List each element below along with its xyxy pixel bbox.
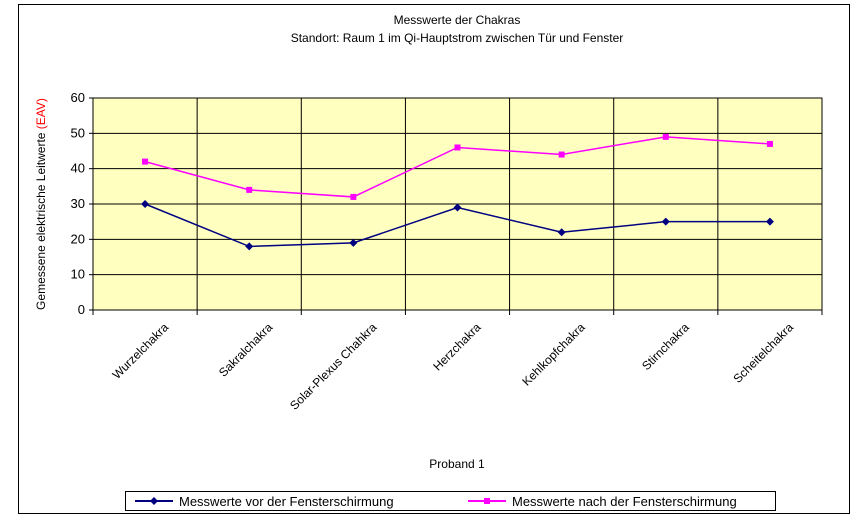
- x-axis-label: Proband 1: [429, 457, 485, 471]
- marker: [350, 193, 357, 200]
- marker: [246, 186, 253, 193]
- marker: [557, 228, 566, 237]
- y-axis-label-unit: (EAV): [34, 98, 48, 129]
- y-tick-label: 0: [78, 302, 85, 317]
- marker: [766, 140, 773, 147]
- marker: [245, 242, 254, 251]
- y-axis-label: Gemessene elektrische Leitwerte (EAV): [34, 98, 48, 310]
- legend: [125, 491, 776, 511]
- chart-subtitle: Standort: Raum 1 im Qi-Hauptstrom zwisch…: [291, 31, 624, 45]
- legend-label: Messwerte nach der Fensterschirmung: [512, 494, 737, 509]
- marker: [661, 217, 670, 226]
- legend-marker: [150, 497, 158, 505]
- y-tick-label: 20: [71, 231, 85, 246]
- y-tick-label: 50: [71, 125, 85, 140]
- marker: [453, 203, 462, 212]
- chart-title: Messwerte der Chakras: [394, 13, 521, 27]
- marker: [765, 217, 774, 226]
- marker: [558, 151, 565, 158]
- y-tick-label: 60: [71, 90, 85, 105]
- marker: [662, 133, 669, 140]
- marker: [142, 158, 149, 165]
- marker: [454, 144, 461, 151]
- y-tick-label: 10: [71, 267, 85, 282]
- marker: [349, 238, 358, 247]
- legend-marker: [484, 498, 490, 504]
- legend-label: Messwerte vor der Fensterschirmung: [179, 494, 394, 509]
- y-tick-label: 30: [71, 196, 85, 211]
- y-tick-label: 40: [71, 161, 85, 176]
- marker: [141, 200, 150, 208]
- y-axis-label-text: Gemessene elektrische Leitwerte: [34, 129, 48, 310]
